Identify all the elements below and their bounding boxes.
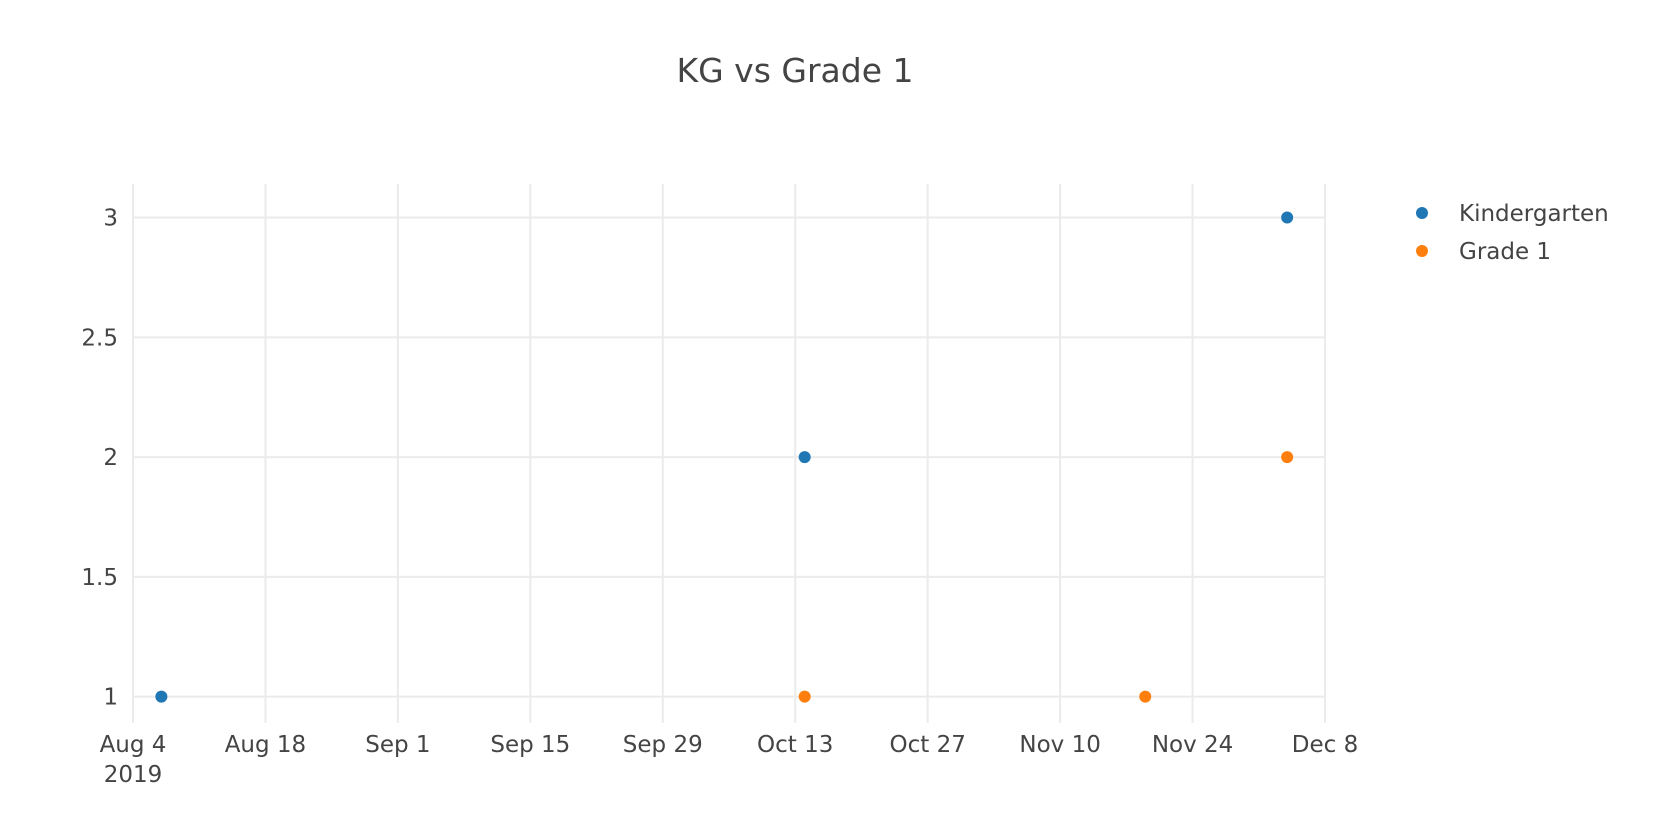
data-point-kindergarten bbox=[155, 690, 168, 703]
x-tick-label: Oct 27 bbox=[889, 732, 965, 758]
x-tick-label: Dec 8 bbox=[1292, 732, 1358, 758]
y-tick-label: 2 bbox=[103, 445, 118, 471]
x-tick-label: Sep 15 bbox=[490, 732, 570, 758]
legend-marker-grade-1 bbox=[1416, 245, 1428, 257]
data-points bbox=[155, 211, 1294, 703]
x-tick-label: Sep 1 bbox=[365, 732, 430, 758]
legend-label-kindergarten: Kindergarten bbox=[1459, 201, 1609, 227]
legend: Kindergarten Grade 1 bbox=[1416, 201, 1609, 265]
y-tick-label: 3 bbox=[103, 206, 118, 232]
x-tick-label: Sep 29 bbox=[623, 732, 703, 758]
x-tick-label: Aug 18 bbox=[225, 732, 307, 758]
x-tick-label: Nov 10 bbox=[1019, 732, 1100, 758]
data-point-grade-1 bbox=[1281, 451, 1294, 464]
data-point-kindergarten bbox=[1281, 211, 1294, 224]
y-tick-label: 1.5 bbox=[81, 565, 118, 591]
legend-marker-kindergarten bbox=[1416, 207, 1428, 219]
y-tick-label: 2.5 bbox=[81, 325, 118, 351]
x-tick-label: Nov 24 bbox=[1152, 732, 1233, 758]
y-axis-ticks: 1 1.5 2 2.5 3 bbox=[81, 206, 118, 711]
legend-label-grade-1: Grade 1 bbox=[1459, 239, 1551, 265]
grid-layer bbox=[132, 184, 1326, 723]
x-axis-ticks: Aug 4 2019 Aug 18 Sep 1 Sep 15 Sep 29 Oct 13 Oc… bbox=[100, 732, 1359, 788]
chart-title: KG vs Grade 1 bbox=[676, 51, 913, 90]
x-tick-label: Aug 4 bbox=[100, 732, 167, 758]
y-tick-label: 1 bbox=[103, 685, 118, 711]
data-point-kindergarten bbox=[798, 451, 811, 464]
data-point-grade-1 bbox=[1139, 690, 1152, 703]
x-tick-label: Oct 13 bbox=[757, 732, 833, 758]
data-point-grade-1 bbox=[798, 690, 811, 703]
x-tick-year-label: 2019 bbox=[104, 762, 163, 788]
